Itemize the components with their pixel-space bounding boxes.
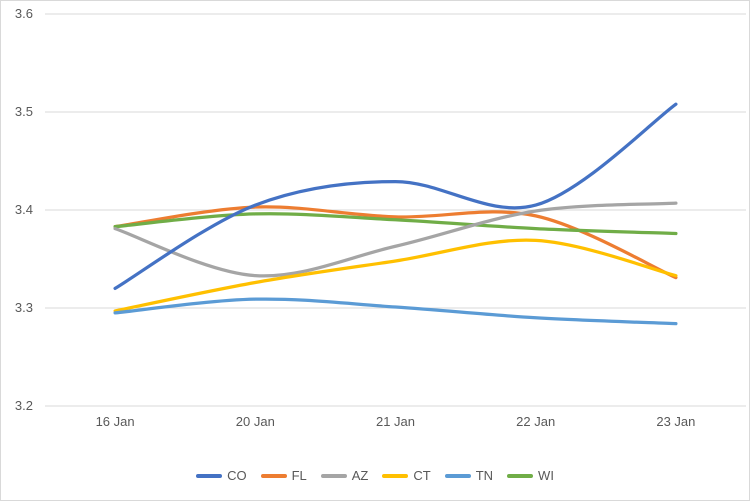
legend-swatch-icon xyxy=(444,474,471,478)
legend-label: CT xyxy=(413,468,431,483)
y-axis-tick-label: 3.5 xyxy=(14,104,33,119)
legend-swatch-icon xyxy=(507,474,534,478)
legend-swatch-icon xyxy=(260,474,287,478)
legend-item-CO: CO xyxy=(196,468,247,484)
x-axis-tick-label: 20 Jan xyxy=(235,414,275,429)
y-axis-tick-label: 3.4 xyxy=(14,202,33,217)
legend-item-FL: FL xyxy=(260,468,307,484)
legend: CO FL AZ CT TN WI xyxy=(1,468,749,484)
legend-swatch-icon xyxy=(196,474,223,478)
legend-label: TN xyxy=(475,468,494,483)
y-axis-tick-label: 3.6 xyxy=(14,6,33,21)
x-axis-tick-label: 16 Jan xyxy=(95,414,135,429)
legend-label: WI xyxy=(538,468,554,483)
y-axis-tick-label: 3.3 xyxy=(14,300,33,315)
legend-swatch-icon xyxy=(382,474,409,478)
series-line-CO xyxy=(113,102,678,291)
series-line-CT xyxy=(113,238,678,313)
series-line-FL xyxy=(113,205,678,280)
series-line-WI xyxy=(113,212,678,236)
legend-label: FL xyxy=(291,468,307,483)
legend-item-AZ: AZ xyxy=(320,468,369,484)
x-axis-tick-label: 21 Jan xyxy=(375,414,416,429)
legend-label: AZ xyxy=(351,468,369,483)
y-axis-tick-label: 3.2 xyxy=(14,398,33,413)
legend-label: CO xyxy=(227,468,247,483)
x-axis-tick-label: 22 Jan xyxy=(516,414,556,429)
series-line-TN xyxy=(113,297,678,326)
series-line-AZ xyxy=(113,201,678,278)
legend-swatch-icon xyxy=(320,474,347,478)
legend-item-WI: WI xyxy=(507,468,554,484)
legend-item-CT: CT xyxy=(382,468,431,484)
x-axis-tick-label: 23 Jan xyxy=(656,414,696,429)
legend-item-TN: TN xyxy=(444,468,494,484)
